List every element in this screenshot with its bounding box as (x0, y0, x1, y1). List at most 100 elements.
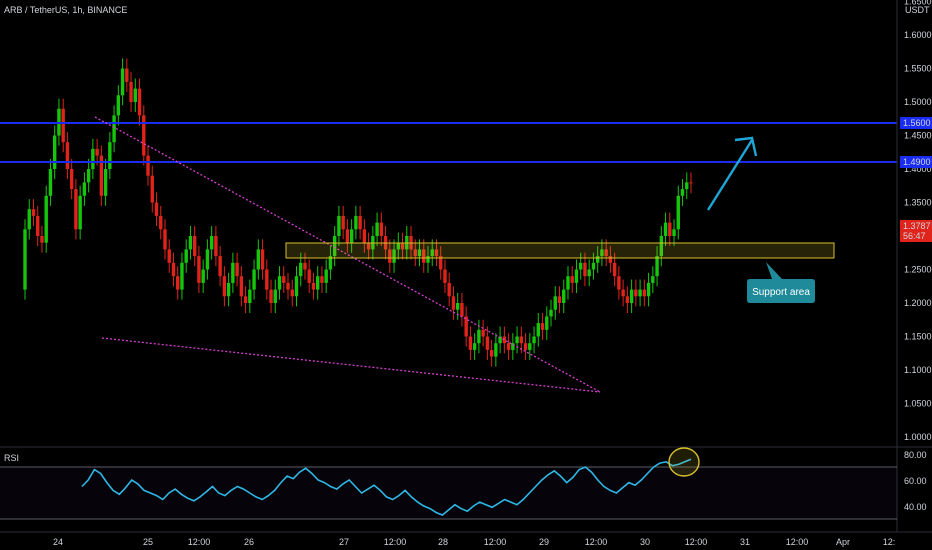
candle (528, 333, 532, 360)
candle (646, 272, 651, 307)
price-tick-label: 1.1000 (904, 365, 932, 375)
candle (133, 78, 137, 113)
candle (256, 239, 261, 280)
candle (201, 259, 205, 293)
rsi-highlight-circle (668, 447, 700, 477)
time-tick-label: 31 (740, 537, 750, 547)
candle (226, 272, 231, 307)
candle (379, 212, 384, 247)
candle (417, 239, 422, 267)
time-tick-label: 27 (339, 537, 349, 547)
candle (604, 239, 608, 267)
candle (587, 259, 591, 287)
price-tick-label: 1.6500 (904, 0, 932, 7)
candle (600, 239, 604, 267)
candle (303, 252, 307, 280)
candle (269, 279, 273, 314)
candle (74, 179, 78, 240)
candle (188, 225, 193, 260)
candle (392, 239, 396, 273)
candle (91, 138, 95, 180)
candle (566, 266, 570, 300)
candle (426, 246, 430, 273)
candle (668, 212, 672, 247)
candle (532, 326, 536, 354)
candle (324, 259, 328, 293)
candle (354, 205, 358, 240)
candle-countdown: 56:47 (903, 231, 926, 241)
up-arrow[interactable] (706, 136, 758, 211)
candle (638, 279, 642, 307)
candle (112, 105, 116, 153)
rsi-pane[interactable] (0, 447, 897, 520)
candle (464, 306, 468, 347)
candle (184, 239, 188, 273)
rsi-label: RSI (4, 453, 19, 463)
candle (685, 172, 689, 200)
candle (579, 252, 583, 280)
candle (434, 239, 439, 267)
candle (36, 205, 40, 247)
candle (460, 292, 464, 327)
candle (116, 85, 121, 126)
rsi-tick-60: 60.00 (904, 476, 927, 486)
candle (52, 125, 57, 180)
candle (540, 313, 545, 340)
svg-text:1.4900: 1.4900 (903, 157, 931, 167)
candle (180, 252, 184, 300)
candle (545, 306, 549, 340)
candle (99, 145, 104, 206)
candle (680, 179, 685, 206)
time-axis[interactable]: 24 25 12:00 26 27 12:00 28 12:00 29 12:00 30 12:00 3… (53, 537, 895, 547)
candle (282, 266, 286, 293)
current-price-badge: 1.3787 56:47 (900, 220, 932, 242)
support-zone[interactable] (285, 242, 835, 259)
candle (642, 279, 647, 307)
candle (455, 292, 460, 320)
candle (375, 212, 379, 247)
candle (159, 205, 163, 240)
candle (129, 71, 133, 113)
candle (82, 172, 87, 206)
candle (506, 333, 511, 360)
time-tick-label: 25 (143, 537, 153, 547)
candle (146, 145, 150, 186)
candle (349, 219, 354, 253)
candle (502, 326, 507, 354)
candle (290, 279, 294, 307)
candle (320, 266, 324, 293)
candle (651, 266, 655, 293)
candle (511, 333, 515, 360)
candle (362, 219, 367, 253)
candle (617, 266, 621, 300)
candle (78, 185, 82, 240)
candle (137, 78, 142, 126)
time-tick-label: 12: (883, 537, 896, 547)
candle (61, 98, 65, 153)
time-tick-label: 26 (244, 537, 254, 547)
candle (591, 252, 596, 280)
price-tick-label: 1.3500 (904, 198, 932, 208)
price-tick-label: 1.6000 (904, 30, 932, 40)
candle (214, 225, 218, 267)
candle (515, 326, 519, 354)
time-tick-label: 12:00 (685, 537, 708, 547)
lower-trend-line[interactable] (101, 337, 601, 393)
candle (388, 239, 392, 273)
currency-label: USDT (905, 5, 930, 15)
candle (176, 266, 180, 300)
candle (231, 252, 235, 293)
candle (222, 266, 227, 307)
time-tick-label: 12:00 (188, 537, 211, 547)
support-area-callout[interactable]: Support area (747, 262, 815, 303)
price-pane[interactable] (23, 58, 693, 367)
candle (447, 272, 451, 307)
candle (235, 252, 239, 287)
candle (120, 58, 125, 106)
candle (523, 333, 528, 360)
candle (209, 225, 214, 260)
candle (689, 172, 693, 194)
candle (663, 212, 668, 247)
candle (265, 259, 269, 300)
